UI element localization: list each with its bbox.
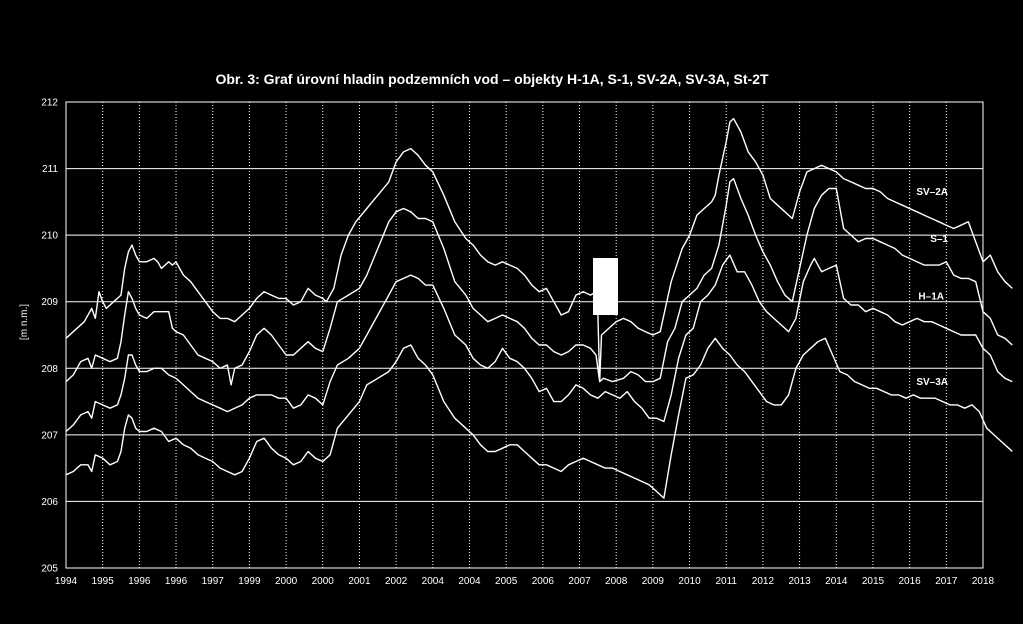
plot-area	[65, 101, 984, 569]
series-line-0	[65, 117, 1013, 383]
series-label-2: H–1A	[918, 292, 944, 303]
x-tick-label: 2011	[715, 576, 737, 587]
x-tick-label: 2000	[312, 576, 335, 587]
y-tick-label: 208	[41, 364, 58, 375]
series-line-2	[65, 254, 1013, 433]
x-tick-label: 1999	[238, 576, 261, 587]
y-tick-label: 209	[41, 297, 58, 308]
series-labels: SV–2A S–1 H–1A SV–3A	[916, 187, 948, 388]
annotation-box	[593, 258, 618, 315]
x-tick-label: 2009	[642, 576, 665, 587]
x-tick-label: 2010	[678, 576, 701, 587]
series-lines	[65, 117, 1013, 499]
x-tick-label: 2015	[862, 576, 885, 587]
x-tick-label: 2005	[495, 576, 518, 587]
y-tick-label: 207	[41, 430, 58, 441]
x-tick-label: 2001	[348, 576, 371, 587]
x-tick-label: 2006	[532, 576, 555, 587]
series-label-3: SV–3A	[916, 377, 948, 388]
x-tick-label: 2013	[788, 576, 811, 587]
chart-title: Obr. 3: Graf úrovní hladin podzemních vo…	[215, 71, 769, 87]
y-axis-label: [m n.m.]	[19, 304, 30, 340]
x-tick-label: 2004	[422, 576, 445, 587]
x-tick-label: 1995	[92, 576, 115, 587]
x-tick-label: 2012	[752, 576, 775, 587]
x-tick-label: 1996	[165, 576, 188, 587]
x-tick-label: 2007	[568, 576, 591, 587]
x-tick-label: 2000	[275, 576, 298, 587]
x-tick-label: 2004	[458, 576, 481, 587]
x-tick-label: 2018	[972, 576, 995, 587]
x-tick-label: 2017	[935, 576, 958, 587]
y-tick-label: 205	[41, 564, 58, 575]
series-line-1	[65, 177, 1013, 386]
y-tick-label: 211	[42, 164, 58, 175]
series-label-0: SV–2A	[916, 187, 948, 198]
series-line-3	[65, 337, 1013, 499]
y-tick-label: 206	[41, 497, 58, 508]
x-tick-label: 2008	[605, 576, 628, 587]
x-tick-label: 1994	[55, 576, 78, 587]
series-label-1: S–1	[930, 234, 948, 245]
x-tick-label: 2014	[825, 576, 848, 587]
x-tick-label: 2016	[899, 576, 922, 587]
x-tick-label: 2002	[385, 576, 408, 587]
x-axis-ticks: 1994 1995 1996 1996 1997 1999 2000 2000 2001 2002…	[55, 576, 995, 587]
x-tick-label: 1996	[128, 576, 151, 587]
y-tick-label: 210	[41, 231, 58, 242]
y-axis-ticks: 205 206 207 208 209 210 211 212	[41, 98, 58, 575]
y-tick-label: 212	[41, 98, 58, 109]
x-tick-label: 1997	[202, 576, 225, 587]
